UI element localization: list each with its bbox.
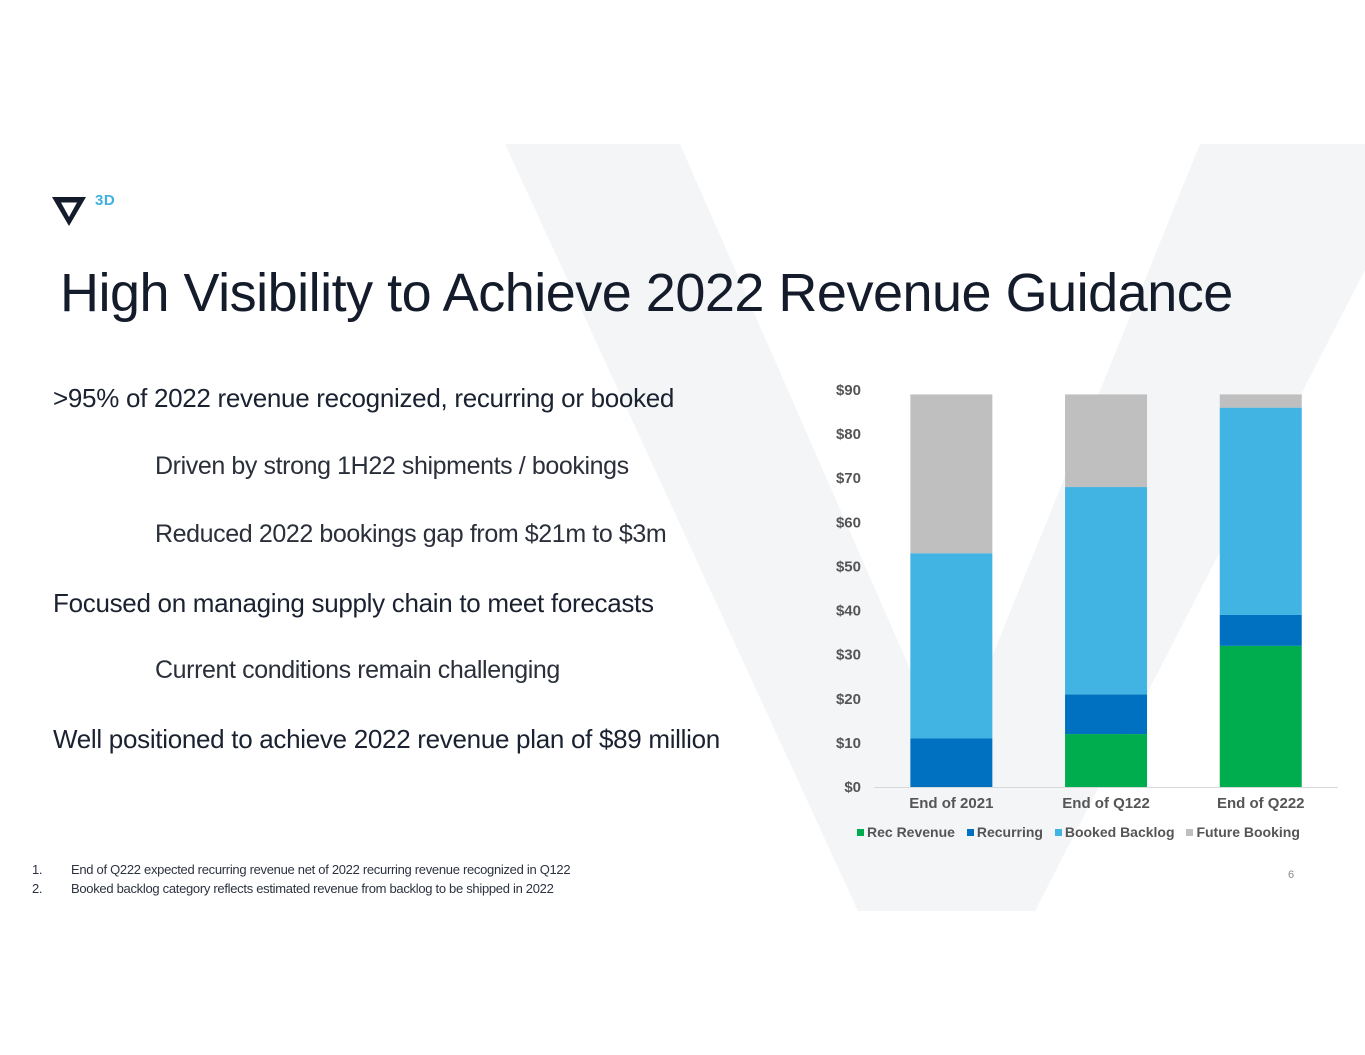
company-logo: 3D <box>52 192 132 228</box>
bullet-item: Focused on managing supply chain to meet… <box>53 588 654 618</box>
x-tick-label: End of Q122 <box>1062 795 1150 812</box>
bar-segment-rec-revenue <box>1065 734 1148 787</box>
legend-swatch <box>857 829 864 836</box>
bars <box>910 394 1302 787</box>
legend-label: Booked Backlog <box>1064 824 1175 840</box>
v-triangle-logo-icon <box>52 197 86 226</box>
y-tick-label: $80 <box>836 426 861 443</box>
bullet-item: >95% of 2022 revenue recognized, recurri… <box>53 383 675 413</box>
y-tick-label: $0 <box>844 779 861 796</box>
legend-item-rec-revenue: Rec Revenue <box>857 824 955 840</box>
bar-segment-future-booking <box>910 394 993 554</box>
footnote-text: Booked backlog category reflects estimat… <box>71 881 554 896</box>
bar-segment-future-booking <box>1219 394 1302 408</box>
bar-segment-recurring <box>910 738 993 787</box>
bullet-subitem: Current conditions remain challenging <box>155 656 560 684</box>
page-number: 6 <box>1288 869 1295 881</box>
bar-segment-recurring <box>1065 694 1148 735</box>
y-tick-label: $90 <box>836 382 861 399</box>
bullet-item: Well positioned to achieve 2022 revenue … <box>53 724 720 754</box>
chart-legend: Rec Revenue Recurring Booked Backlog Fut… <box>857 824 1308 840</box>
y-axis: $0 $10 $20 $30 $40 $50 $60 $70 $80 $90 <box>836 382 861 796</box>
legend-swatch <box>1054 829 1062 836</box>
footnotes: 1. End of Q222 expected recurring revenue… <box>32 860 571 898</box>
legend-label: Future Booking <box>1196 824 1300 840</box>
legend-swatch <box>966 829 974 836</box>
bar-segment-booked-backlog <box>910 553 993 739</box>
footnote: 2. Booked backlog category reflects estim… <box>32 879 570 898</box>
footnote-number: 2. <box>32 881 43 896</box>
y-tick-label: $60 <box>836 514 861 531</box>
page-title: High Visibility to Achieve 2022 Revenue … <box>60 263 1233 323</box>
bullet-subitem: Driven by strong 1H22 shipments / bookin… <box>155 452 629 480</box>
legend-item-booked-backlog: Booked Backlog <box>1054 824 1175 840</box>
bullet-subitem: Reduced 2022 bookings gap from $21m to $… <box>155 520 667 548</box>
y-tick-label: $40 <box>836 603 861 620</box>
legend-label: Recurring <box>976 824 1043 840</box>
legend-item-future-booking: Future Booking <box>1186 824 1300 840</box>
y-tick-label: $20 <box>836 691 861 708</box>
x-tick-label: End of Q222 <box>1217 795 1305 812</box>
footnote: 1. End of Q222 expected recurring revenue… <box>32 860 571 879</box>
bar-segment-rec-revenue <box>1219 645 1302 787</box>
y-tick-label: $10 <box>836 735 861 752</box>
bar-segment-recurring <box>1219 614 1302 646</box>
y-tick-label: $70 <box>836 470 861 487</box>
footnote-text: End of Q222 expected recurring revenue n… <box>71 862 571 877</box>
legend-item-recurring: Recurring <box>966 824 1043 840</box>
x-tick-label: End of 2021 <box>909 795 993 812</box>
legend-swatch <box>1186 829 1194 836</box>
y-tick-label: $50 <box>836 558 861 575</box>
legend-label: Rec Revenue <box>867 824 955 840</box>
x-axis: End of 2021 End of Q122 End of Q222 <box>909 795 1304 812</box>
bar-segment-future-booking <box>1065 394 1148 488</box>
logo-text: 3D <box>95 192 116 209</box>
bar-segment-booked-backlog <box>1065 487 1148 695</box>
y-tick-label: $30 <box>836 647 861 664</box>
bar-segment-booked-backlog <box>1219 407 1302 615</box>
footnote-number: 1. <box>32 862 43 877</box>
